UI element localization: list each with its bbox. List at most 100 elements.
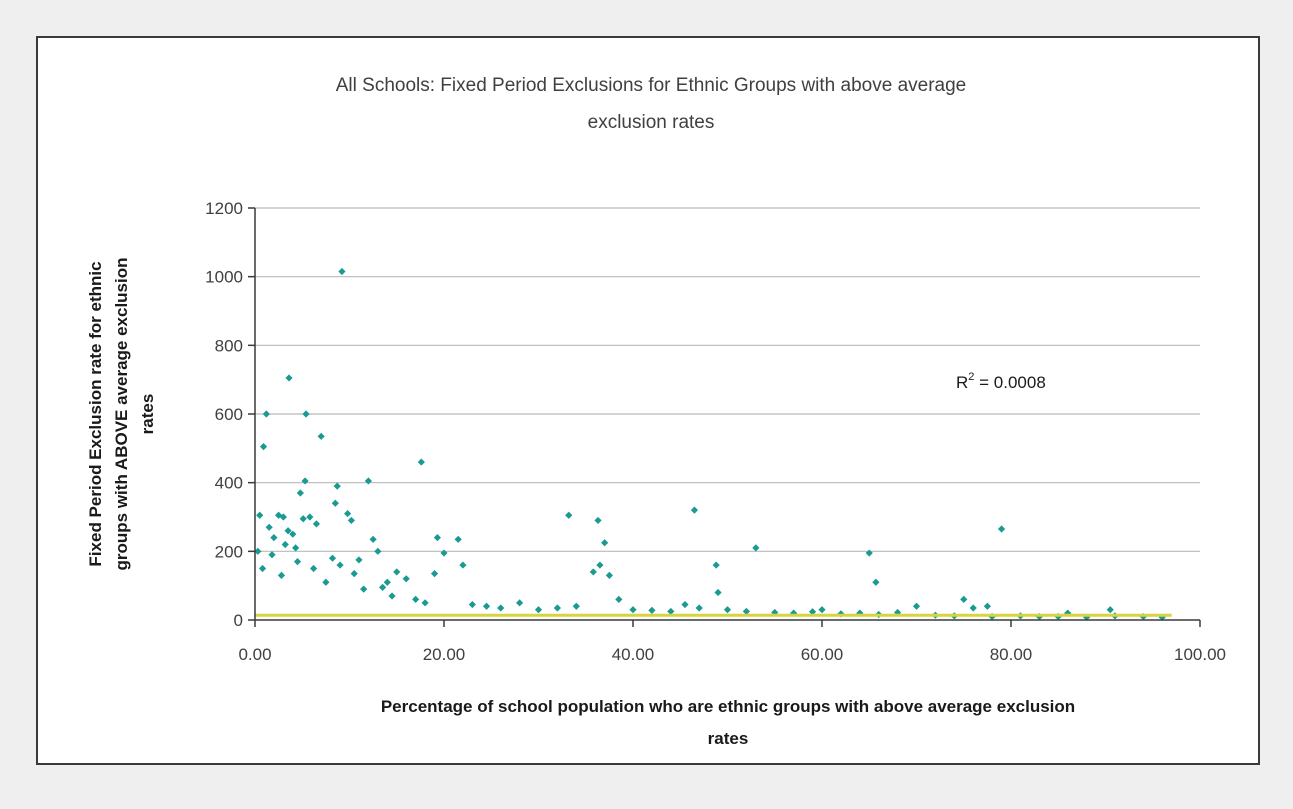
x-axis-title: Percentage of school population who are … — [381, 697, 1075, 748]
data-point — [534, 606, 543, 614]
data-point — [997, 525, 1006, 533]
data-point — [306, 513, 314, 521]
data-point — [333, 482, 341, 490]
data-point — [393, 568, 401, 576]
data-point — [350, 570, 358, 578]
x-tick-label: 80.00 — [990, 645, 1033, 664]
x-tick-label: 100.00 — [1174, 645, 1226, 664]
data-point — [344, 509, 352, 518]
x-tick-label: 60.00 — [801, 645, 844, 664]
data-point — [872, 578, 880, 586]
data-points — [254, 267, 1166, 621]
x-tick-label: 40.00 — [612, 645, 655, 664]
y-tick-label: 200 — [215, 542, 243, 561]
data-point — [388, 592, 396, 600]
data-point — [572, 602, 580, 610]
y-tick-labels: 0 200 400 600 800 1000 1200 — [205, 199, 243, 630]
data-point — [983, 602, 991, 610]
r-squared-prefix: R — [956, 373, 968, 392]
x-tick-label: 0.00 — [238, 645, 271, 664]
chart-title: All Schools: Fixed Period Exclusions for… — [336, 75, 966, 133]
data-point — [268, 551, 276, 559]
data-point — [516, 599, 524, 607]
r-squared-annotation: R2 = 0.0008 — [956, 371, 1046, 392]
data-point — [615, 595, 623, 603]
y-tick-label: 600 — [215, 405, 243, 424]
data-point — [960, 595, 968, 603]
y-axis-title-line-2: groups with ABOVE average exclusion — [112, 257, 131, 570]
axes — [248, 207, 1201, 627]
data-point — [553, 604, 561, 612]
chart-title-line-1: All Schools: Fixed Period Exclusions for… — [336, 75, 966, 96]
data-point — [894, 608, 902, 617]
data-point — [712, 561, 720, 569]
data-point — [690, 506, 699, 514]
data-point — [667, 607, 675, 616]
data-point — [312, 520, 321, 528]
data-point — [309, 564, 318, 573]
data-point — [497, 604, 505, 612]
data-point — [742, 607, 750, 616]
data-point — [695, 604, 703, 612]
data-point — [328, 554, 337, 562]
y-tick-label: 0 — [234, 611, 243, 630]
data-point — [629, 606, 637, 614]
data-point — [270, 534, 278, 542]
data-point — [865, 549, 873, 557]
chart-title-line-2: exclusion rates — [588, 112, 715, 133]
data-point — [417, 458, 425, 466]
data-point — [771, 608, 779, 617]
data-point — [440, 549, 448, 557]
data-point — [299, 515, 307, 523]
data-point — [338, 267, 346, 276]
data-point — [402, 575, 410, 583]
data-point — [565, 511, 573, 519]
x-axis-title-line-1: Percentage of school population who are … — [381, 697, 1075, 716]
y-tick-label: 1000 — [205, 268, 243, 287]
data-point — [605, 571, 613, 579]
y-tick-label: 1200 — [205, 199, 243, 218]
data-point — [322, 578, 330, 586]
data-point — [752, 544, 760, 552]
data-point — [360, 585, 368, 593]
r-squared-superscript: 2 — [968, 371, 974, 383]
data-point — [594, 516, 602, 525]
data-point — [336, 561, 344, 569]
scatter-chart: All Schools: Fixed Period Exclusions for… — [86, 75, 1226, 748]
data-point — [808, 608, 817, 616]
grid-lines — [255, 207, 1200, 552]
y-axis-title-line-1: Fixed Period Exclusion rate for ethnic — [86, 261, 105, 566]
data-point — [317, 432, 325, 440]
data-point — [596, 561, 604, 569]
data-point — [818, 606, 826, 614]
data-point — [468, 600, 476, 609]
data-point — [256, 511, 264, 519]
data-point — [284, 527, 292, 535]
data-point — [355, 556, 363, 564]
data-point — [302, 410, 310, 418]
data-point — [265, 523, 273, 531]
x-axis-title-line-2: rates — [708, 729, 749, 748]
data-point — [459, 561, 467, 569]
data-point — [374, 547, 382, 555]
r-squared-value: = 0.0008 — [974, 373, 1045, 392]
data-point — [364, 477, 372, 485]
data-point — [969, 604, 977, 612]
y-axis-title-line-3: rates — [138, 394, 157, 435]
data-point — [433, 534, 441, 542]
data-point — [258, 564, 267, 573]
x-tick-labels: 0.00 20.00 40.00 60.00 80.00 100.00 — [238, 645, 1226, 664]
data-point — [331, 499, 339, 507]
data-point — [281, 540, 289, 549]
data-point — [378, 583, 387, 591]
data-point — [430, 570, 439, 578]
data-point — [648, 606, 656, 614]
data-point — [681, 600, 689, 609]
data-point — [277, 571, 286, 579]
data-point — [1106, 606, 1114, 614]
data-point — [292, 544, 300, 552]
data-point — [589, 568, 597, 576]
y-tick-label: 800 — [215, 336, 243, 355]
data-point — [369, 535, 377, 543]
data-point — [285, 374, 293, 382]
